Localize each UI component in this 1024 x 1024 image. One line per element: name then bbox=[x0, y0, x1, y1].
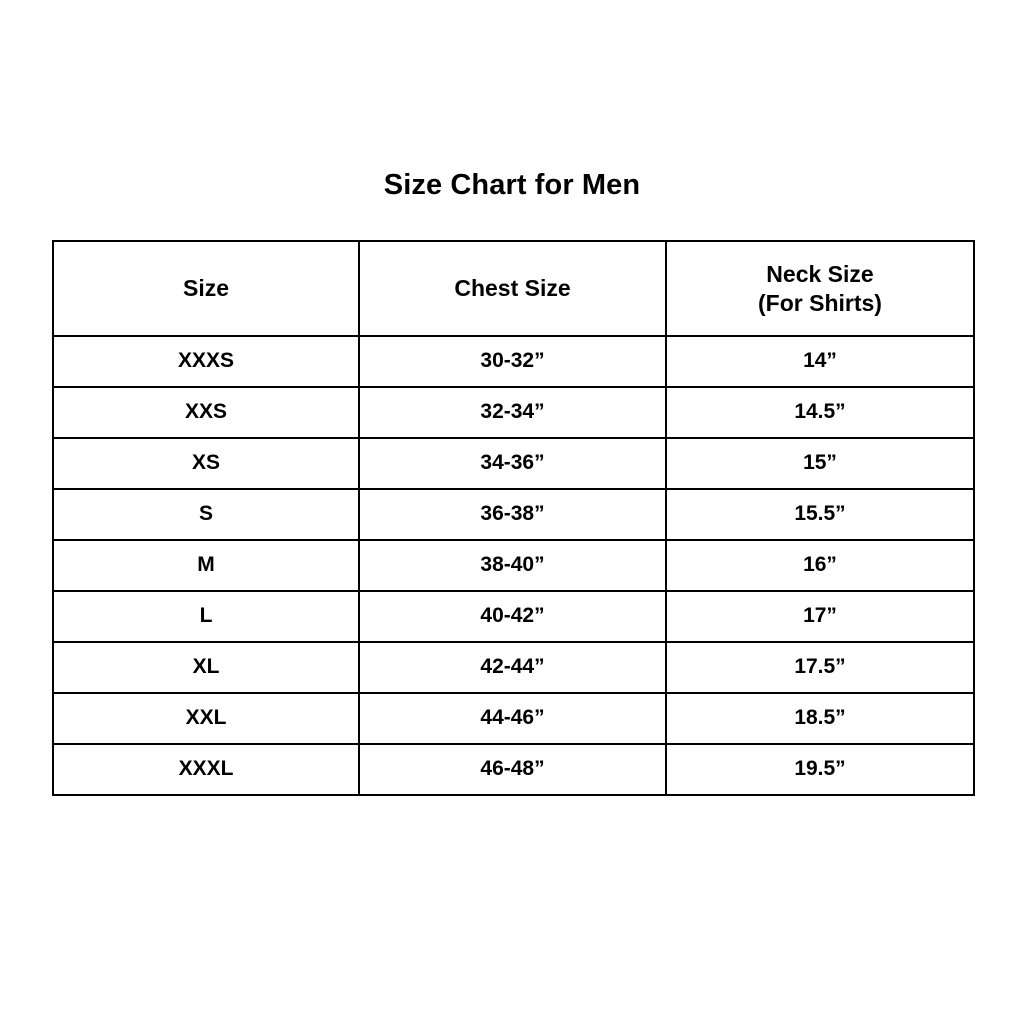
cell-chest: 30-32” bbox=[358, 335, 667, 388]
table-row: XXL 44-46” 18.5” bbox=[52, 692, 975, 745]
cell-neck: 18.5” bbox=[665, 692, 975, 745]
cell-neck: 15.5” bbox=[665, 488, 975, 541]
cell-size: L bbox=[52, 590, 360, 643]
cell-neck: 14” bbox=[665, 335, 975, 388]
cell-size: XXXL bbox=[52, 743, 360, 796]
table-row: XL 42-44” 17.5” bbox=[52, 641, 975, 694]
cell-neck: 15” bbox=[665, 437, 975, 490]
cell-chest: 46-48” bbox=[358, 743, 667, 796]
cell-neck: 16” bbox=[665, 539, 975, 592]
cell-size: M bbox=[52, 539, 360, 592]
table-row: L 40-42” 17” bbox=[52, 590, 975, 643]
cell-size: XS bbox=[52, 437, 360, 490]
column-header-neck-sublabel: (For Shirts) bbox=[758, 289, 882, 316]
column-header-neck-label: Neck Size bbox=[766, 260, 874, 287]
table-row: XXS 32-34” 14.5” bbox=[52, 386, 975, 439]
page-title: Size Chart for Men bbox=[383, 169, 641, 201]
cell-chest: 36-38” bbox=[358, 488, 667, 541]
table-header-row: Size Chest Size Neck Size (For Shirts) bbox=[52, 240, 975, 337]
table-row: XXXS 30-32” 14” bbox=[52, 335, 975, 388]
cell-size: XXS bbox=[52, 386, 360, 439]
column-header-neck: Neck Size (For Shirts) bbox=[665, 240, 975, 337]
cell-chest: 40-42” bbox=[358, 590, 667, 643]
cell-chest: 44-46” bbox=[358, 692, 667, 745]
table-row: XS 34-36” 15” bbox=[52, 437, 975, 490]
column-header-chest: Chest Size bbox=[358, 240, 667, 337]
size-chart-table: Size Chest Size Neck Size (For Shirts) X… bbox=[52, 240, 975, 796]
table-row: XXXL 46-48” 19.5” bbox=[52, 743, 975, 796]
column-header-size: Size bbox=[52, 240, 360, 337]
cell-neck: 17” bbox=[665, 590, 975, 643]
column-header-chest-label: Chest Size bbox=[454, 275, 571, 302]
cell-chest: 32-34” bbox=[358, 386, 667, 439]
cell-chest: 38-40” bbox=[358, 539, 667, 592]
cell-size: XXXS bbox=[52, 335, 360, 388]
column-header-size-label: Size bbox=[182, 275, 230, 302]
table-header: Size Chest Size Neck Size (For Shirts) bbox=[52, 240, 975, 337]
cell-size: XXL bbox=[52, 692, 360, 745]
cell-chest: 34-36” bbox=[358, 437, 667, 490]
table-row: M 38-40” 16” bbox=[52, 539, 975, 592]
cell-neck: 14.5” bbox=[665, 386, 975, 439]
cell-size: XL bbox=[52, 641, 360, 694]
cell-size: S bbox=[52, 488, 360, 541]
table-body: XXXS 30-32” 14” XXS 32-34” 14.5” XS 34-3… bbox=[52, 335, 975, 796]
cell-chest: 42-44” bbox=[358, 641, 667, 694]
cell-neck: 19.5” bbox=[665, 743, 975, 796]
cell-neck: 17.5” bbox=[665, 641, 975, 694]
table-row: S 36-38” 15.5” bbox=[52, 488, 975, 541]
